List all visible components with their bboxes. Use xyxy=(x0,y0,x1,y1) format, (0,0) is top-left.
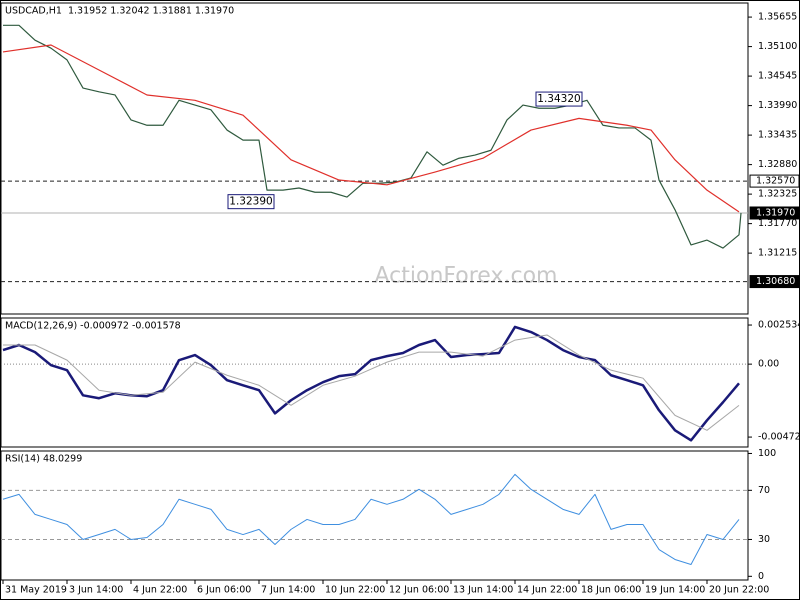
level-label-box xyxy=(749,206,800,220)
x-tick-label: 18 Jun 06:00 xyxy=(581,585,641,596)
x-tick-label: 3 Jun 14:00 xyxy=(69,585,123,596)
panel-title: MACD(12,26,9) -0.000972 -0.001578 xyxy=(5,321,181,332)
level-label-box xyxy=(749,174,800,188)
y-tick-label: 70 xyxy=(758,485,770,496)
y-tick-label: 1.33435 xyxy=(758,130,797,141)
x-tick-label: 14 Jun 22:00 xyxy=(517,585,577,596)
y-tick-label: 1.31770 xyxy=(758,218,797,229)
y-tick-label: 1.35655 xyxy=(758,12,797,23)
y-tick-label: 1.32325 xyxy=(758,189,797,200)
x-tick-label: 31 May 2019 xyxy=(5,585,67,596)
level-label: 1.31970 xyxy=(756,207,795,218)
series-line xyxy=(3,24,742,249)
panel-frame xyxy=(0,317,749,448)
annotation-box xyxy=(535,91,583,107)
panel-title: USDCAD,H1 1.31952 1.32042 1.31881 1.3197… xyxy=(5,6,234,17)
y-tick-label: 1.33990 xyxy=(758,100,797,111)
x-tick-label: 20 Jun 22:00 xyxy=(709,585,769,596)
x-tick-label: 7 Jun 14:00 xyxy=(261,585,315,596)
y-tick-label: 1.35100 xyxy=(758,41,797,52)
series-line xyxy=(3,334,740,431)
y-tick-label: -0.004727 xyxy=(758,432,800,443)
x-tick-label: 13 Jun 14:00 xyxy=(453,585,513,596)
y-tick-label: 0 xyxy=(758,571,764,582)
level-label: 1.30680 xyxy=(756,276,795,287)
series-line xyxy=(2,44,740,213)
panel-frame xyxy=(0,2,749,315)
x-tick-label: 6 Jun 06:00 xyxy=(197,585,251,596)
y-tick-label: 1.34545 xyxy=(758,71,797,82)
x-tick-label: 4 Jun 22:00 xyxy=(133,585,187,596)
annotation-box xyxy=(227,194,275,210)
y-tick-label: 30 xyxy=(758,534,770,545)
annotation-label: 1.32390 xyxy=(229,196,272,208)
y-tick-label: 100 xyxy=(758,448,776,459)
level-label-box xyxy=(749,275,800,289)
panel-title: RSI(14) 48.0299 xyxy=(5,454,82,465)
x-tick-label: 12 Jun 06:00 xyxy=(389,585,449,596)
y-tick-label: 1.31215 xyxy=(758,248,797,259)
annotation-label: 1.34320 xyxy=(537,93,580,105)
y-tick-label: 0.00 xyxy=(758,359,779,370)
x-tick-label: 19 Jun 14:00 xyxy=(645,585,705,596)
y-tick-label: 1.32880 xyxy=(758,159,797,170)
panel-frame xyxy=(0,450,749,581)
series-line xyxy=(2,473,740,566)
y-tick-label: 0.002534 xyxy=(758,320,800,331)
watermark: ActionForex.com xyxy=(375,264,558,289)
level-label: 1.32570 xyxy=(756,176,795,187)
x-tick-label: 10 Jun 22:00 xyxy=(325,585,385,596)
